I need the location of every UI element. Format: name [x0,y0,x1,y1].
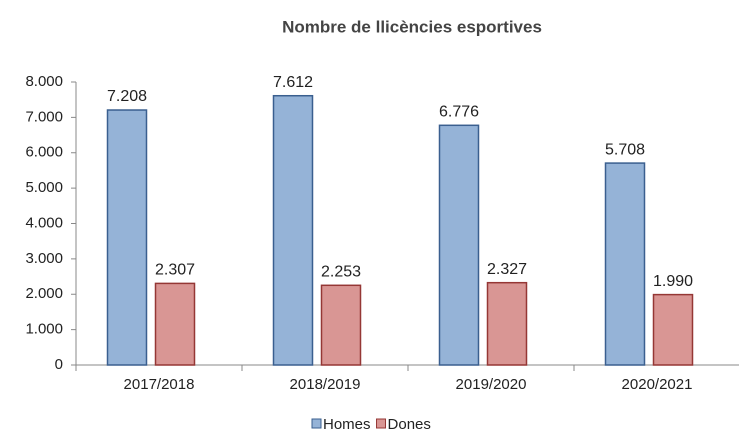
legend-swatch [311,418,322,429]
value-label: 6.776 [439,104,479,121]
x-tick-label: 2017/2018 [124,376,195,393]
chart-title: Nombre de llicències esportives [282,17,542,36]
y-tick-label: 2.000 [25,285,63,302]
bar [486,281,528,366]
x-tick-label: 2020/2021 [622,376,693,393]
y-tick-label: 8.000 [25,73,63,90]
y-tick-label: 0 [55,356,63,373]
value-label: 7.208 [107,88,147,105]
legend-label: Dones [388,416,431,433]
y-tick-label: 1.000 [25,321,63,338]
value-label: 2.307 [155,262,195,279]
x-tick-label: 2018/2019 [290,376,361,393]
x-tick-label: 2019/2020 [456,376,527,393]
value-label: 7.612 [273,74,313,91]
y-tick-label: 5.000 [25,179,63,196]
y-tick-label: 6.000 [25,144,63,161]
bar [438,124,480,366]
bar [652,293,694,366]
bar [604,162,646,366]
value-label: 2.253 [321,264,361,281]
bar [320,284,362,366]
legend-label: Homes [323,416,371,433]
y-tick-label: 7.000 [25,108,63,125]
bar [272,94,314,366]
bar [106,109,148,366]
y-tick-label: 4.000 [25,214,63,231]
value-label: 1.990 [653,273,693,290]
y-tick-label: 3.000 [25,250,63,267]
value-label: 2.327 [487,261,527,278]
legend-swatch [376,418,387,429]
value-label: 5.708 [605,141,645,158]
bar [154,282,196,366]
